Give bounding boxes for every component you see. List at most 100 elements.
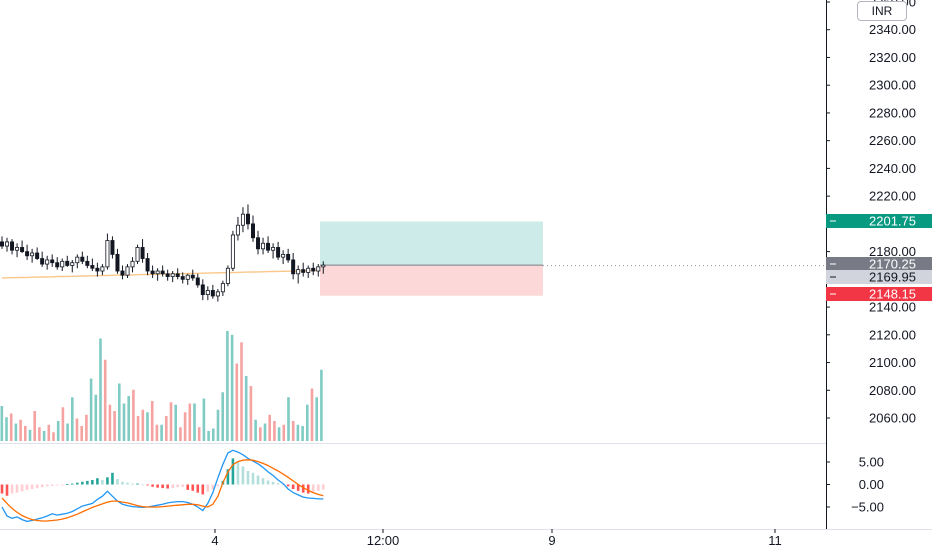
volume-bar xyxy=(14,423,18,441)
volume-bar xyxy=(122,403,126,441)
risk-reward-tool[interactable] xyxy=(320,221,826,296)
macd-axis-label: 0.00 xyxy=(859,477,884,492)
candle xyxy=(230,230,235,272)
price-axis-label: 2340.00 xyxy=(869,22,916,37)
candle xyxy=(85,255,90,269)
volume-bar xyxy=(315,397,318,441)
candle xyxy=(185,273,190,285)
macd-histogram-bar xyxy=(10,484,14,494)
candle-body xyxy=(286,253,291,261)
volume-bar xyxy=(42,431,46,441)
macd-histogram-bar xyxy=(131,483,134,485)
volume-bar xyxy=(259,427,262,441)
candle-body xyxy=(316,266,321,272)
macd-histogram-bar xyxy=(25,484,29,490)
macd-histogram-bar xyxy=(96,478,99,485)
candle-body xyxy=(55,262,60,268)
macd-histogram-bar xyxy=(196,484,200,493)
price-axis-label: 2260.00 xyxy=(869,133,916,148)
candle xyxy=(150,265,155,278)
volume-bar xyxy=(179,427,182,441)
macd-histogram-bar xyxy=(106,477,109,485)
candle xyxy=(125,264,130,278)
volume-bar xyxy=(52,432,55,441)
macd-histogram-bar xyxy=(30,484,34,489)
candle xyxy=(301,262,306,277)
candle xyxy=(215,289,220,302)
candle xyxy=(100,264,105,276)
macd-axis[interactable]: 5.00 0.00 −5.00 xyxy=(826,455,884,515)
price-tag-label: 2201.75 xyxy=(869,214,916,229)
macd-histogram-bar xyxy=(50,484,54,486)
candle-body xyxy=(281,253,286,258)
candle-body xyxy=(5,241,10,247)
macd-histogram-bar xyxy=(276,483,280,485)
time-axis-label: 9 xyxy=(548,533,555,548)
volume-bar xyxy=(66,423,69,441)
candle xyxy=(0,236,4,249)
volume-bar xyxy=(19,419,22,441)
volume-bar xyxy=(193,403,196,441)
macd-histogram-bar xyxy=(101,480,104,485)
volume-bar xyxy=(127,396,130,441)
candle xyxy=(65,255,70,267)
macd-histogram-bar xyxy=(5,484,9,496)
currency-badge[interactable]: INR xyxy=(857,1,907,21)
volume-bar xyxy=(226,331,229,441)
volume-bar xyxy=(155,424,159,441)
macd-pane[interactable] xyxy=(0,449,325,523)
candle xyxy=(165,269,170,281)
volume-bar xyxy=(56,421,60,441)
volume-bar xyxy=(306,404,309,441)
volume-bar xyxy=(263,423,267,441)
price-pane[interactable] xyxy=(0,204,826,302)
candle-body xyxy=(195,277,200,286)
candle-body xyxy=(115,253,120,272)
price-axis-label: 2100.00 xyxy=(869,355,916,370)
volume-bar xyxy=(71,397,74,441)
price-axis-label: 2140.00 xyxy=(869,300,916,315)
macd-histogram-bar xyxy=(35,484,39,489)
candle xyxy=(45,255,50,270)
candle xyxy=(240,207,245,233)
volume-bar xyxy=(207,431,210,441)
macd-histogram-bar xyxy=(20,484,24,492)
volume-bar xyxy=(202,398,206,441)
signal-line xyxy=(1,459,324,522)
candle-body xyxy=(45,259,50,265)
price-axis[interactable]: 2360.002340.002320.002300.002280.002260.… xyxy=(826,0,916,426)
volume-bar xyxy=(230,334,234,441)
volume-bar xyxy=(320,369,323,441)
macd-histogram-bar xyxy=(201,484,205,495)
volume-bar xyxy=(47,424,51,441)
volume-pane xyxy=(0,331,323,441)
volume-bar xyxy=(249,386,253,441)
candle xyxy=(115,248,120,274)
candle-body xyxy=(306,267,311,273)
volume-bar xyxy=(188,403,192,441)
price-axis-label: 2080.00 xyxy=(869,383,916,398)
candle xyxy=(10,239,15,255)
macd-histogram-bar xyxy=(86,480,89,485)
candle-body xyxy=(65,260,70,266)
volume-bar xyxy=(268,414,271,441)
price-axis-label: 2240.00 xyxy=(869,161,916,176)
candle xyxy=(245,204,250,230)
volume-bar xyxy=(254,419,257,441)
candle xyxy=(140,239,145,263)
macd-histogram-bar xyxy=(111,472,114,485)
time-axis[interactable]: 4 12:00 9 11 xyxy=(211,529,782,548)
volume-bar xyxy=(165,416,168,441)
macd-histogram-bar xyxy=(176,484,179,488)
target-zone xyxy=(320,221,543,266)
price-axis-label: 2220.00 xyxy=(869,189,916,204)
candle-body xyxy=(75,256,80,264)
candle-body xyxy=(150,270,155,275)
price-axis-label: 2320.00 xyxy=(869,50,916,65)
candle xyxy=(110,236,115,259)
macd-histogram-bar xyxy=(45,484,49,487)
macd-histogram-bar xyxy=(251,472,255,485)
candle xyxy=(30,248,35,263)
candle xyxy=(175,268,180,280)
